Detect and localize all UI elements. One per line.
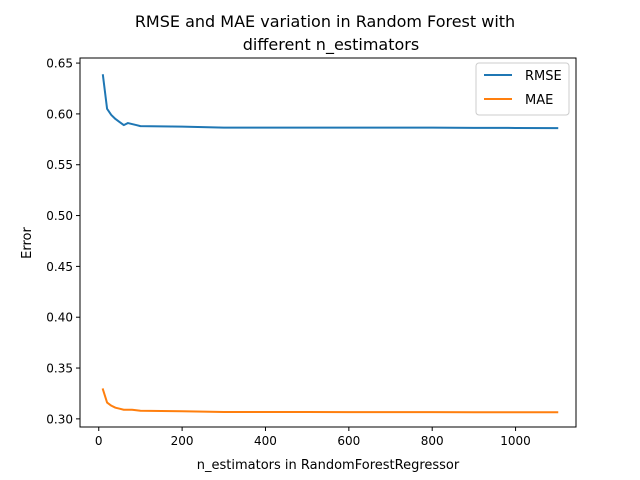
chart-title-line-2: different n_estimators: [243, 35, 419, 55]
x-tick-label: 200: [171, 434, 194, 448]
series-layer: [101, 74, 559, 414]
x-tick-label: 400: [254, 434, 277, 448]
x-axis-ticks: 0 200 400 600 800 1000: [95, 427, 531, 448]
chart-title-line-1: RMSE and MAE variation in Random Forest …: [135, 12, 515, 31]
y-tick-label: 0.60: [46, 107, 73, 121]
y-axis-ticks: 0.30 0.35 0.40 0.45 0.50 0.55 0.60 0.65: [46, 57, 80, 426]
series-line-mae: [101, 388, 559, 414]
y-tick-label: 0.35: [46, 362, 73, 376]
plot-area: [80, 58, 576, 427]
y-tick-label: 0.40: [46, 311, 73, 325]
y-tick-label: 0.45: [46, 260, 73, 274]
series-line-rmse: [101, 74, 559, 130]
x-axis-label: n_estimators in RandomForestRegressor: [197, 458, 460, 473]
legend-label-rmse: RMSE: [525, 69, 562, 84]
y-tick-label: 0.50: [46, 209, 73, 223]
y-tick-label: 0.65: [46, 57, 73, 71]
x-tick-label: 1000: [500, 434, 531, 448]
legend-label-mae: MAE: [525, 93, 553, 108]
y-axis-label: Error: [20, 227, 35, 259]
x-tick-label: 800: [421, 434, 444, 448]
plot-frame: [79, 57, 577, 428]
legend: RMSE MAE: [475, 62, 570, 116]
x-tick-label: 600: [337, 434, 360, 448]
y-tick-label: 0.30: [46, 412, 73, 426]
y-tick-label: 0.55: [46, 158, 73, 172]
x-tick-label: 0: [95, 434, 103, 448]
